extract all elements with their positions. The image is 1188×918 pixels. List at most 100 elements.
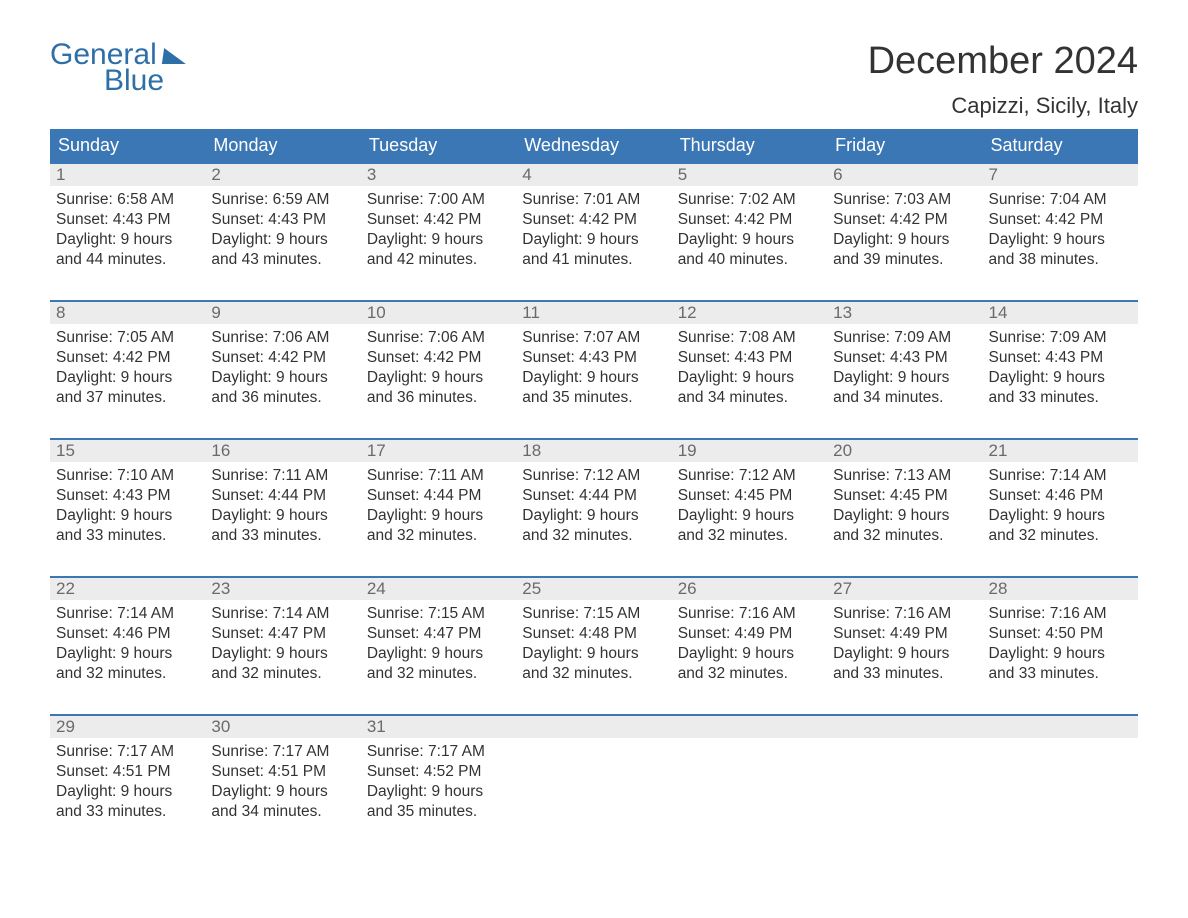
day-d2: and 36 minutes. (211, 388, 354, 408)
day-sunrise: Sunrise: 7:10 AM (56, 466, 199, 486)
day-number: 3 (361, 164, 516, 186)
day-sunset: Sunset: 4:44 PM (522, 486, 665, 506)
day-body (983, 738, 1138, 746)
day-sunset: Sunset: 4:42 PM (56, 348, 199, 368)
day-d1: Daylight: 9 hours (678, 230, 821, 250)
day-cell (516, 716, 671, 834)
day-sunrise: Sunrise: 7:09 AM (833, 328, 976, 348)
day-d2: and 33 minutes. (989, 388, 1132, 408)
day-number: 18 (516, 440, 671, 462)
day-number: 29 (50, 716, 205, 738)
day-d2: and 36 minutes. (367, 388, 510, 408)
day-body: Sunrise: 7:14 AMSunset: 4:46 PMDaylight:… (50, 600, 205, 689)
day-number: 15 (50, 440, 205, 462)
day-body: Sunrise: 7:13 AMSunset: 4:45 PMDaylight:… (827, 462, 982, 551)
day-d1: Daylight: 9 hours (211, 506, 354, 526)
day-number: 7 (983, 164, 1138, 186)
week-row: 1Sunrise: 6:58 AMSunset: 4:43 PMDaylight… (50, 162, 1138, 282)
day-cell: 4Sunrise: 7:01 AMSunset: 4:42 PMDaylight… (516, 164, 671, 282)
day-sunrise: Sunrise: 7:08 AM (678, 328, 821, 348)
day-d1: Daylight: 9 hours (678, 644, 821, 664)
day-cell: 22Sunrise: 7:14 AMSunset: 4:46 PMDayligh… (50, 578, 205, 696)
day-d2: and 33 minutes. (211, 526, 354, 546)
day-sunset: Sunset: 4:44 PM (211, 486, 354, 506)
day-cell: 13Sunrise: 7:09 AMSunset: 4:43 PMDayligh… (827, 302, 982, 420)
calendar: Sunday Monday Tuesday Wednesday Thursday… (50, 129, 1138, 834)
day-sunset: Sunset: 4:43 PM (211, 210, 354, 230)
day-d2: and 32 minutes. (522, 526, 665, 546)
day-cell: 14Sunrise: 7:09 AMSunset: 4:43 PMDayligh… (983, 302, 1138, 420)
day-number: 1 (50, 164, 205, 186)
day-sunrise: Sunrise: 7:05 AM (56, 328, 199, 348)
brand-line2: Blue (104, 66, 187, 96)
day-cell: 25Sunrise: 7:15 AMSunset: 4:48 PMDayligh… (516, 578, 671, 696)
day-sunrise: Sunrise: 7:14 AM (989, 466, 1132, 486)
day-sunset: Sunset: 4:47 PM (367, 624, 510, 644)
day-d1: Daylight: 9 hours (56, 782, 199, 802)
day-d2: and 32 minutes. (522, 664, 665, 684)
day-sunrise: Sunrise: 7:13 AM (833, 466, 976, 486)
day-body: Sunrise: 7:00 AMSunset: 4:42 PMDaylight:… (361, 186, 516, 275)
day-sunset: Sunset: 4:51 PM (211, 762, 354, 782)
day-sunset: Sunset: 4:52 PM (367, 762, 510, 782)
day-number (827, 716, 982, 738)
day-sunrise: Sunrise: 7:16 AM (678, 604, 821, 624)
day-sunset: Sunset: 4:42 PM (522, 210, 665, 230)
day-cell: 11Sunrise: 7:07 AMSunset: 4:43 PMDayligh… (516, 302, 671, 420)
day-cell: 19Sunrise: 7:12 AMSunset: 4:45 PMDayligh… (672, 440, 827, 558)
day-header: Wednesday (516, 129, 671, 162)
day-d1: Daylight: 9 hours (522, 230, 665, 250)
day-sunset: Sunset: 4:42 PM (989, 210, 1132, 230)
day-body: Sunrise: 7:12 AMSunset: 4:44 PMDaylight:… (516, 462, 671, 551)
day-d1: Daylight: 9 hours (56, 230, 199, 250)
day-d2: and 35 minutes. (367, 802, 510, 822)
day-d2: and 40 minutes. (678, 250, 821, 270)
title-block: December 2024 Capizzi, Sicily, Italy (868, 40, 1138, 119)
day-sunrise: Sunrise: 7:16 AM (989, 604, 1132, 624)
sail-icon (162, 48, 188, 64)
day-d2: and 37 minutes. (56, 388, 199, 408)
day-sunrise: Sunrise: 6:59 AM (211, 190, 354, 210)
day-sunset: Sunset: 4:42 PM (367, 348, 510, 368)
day-number: 13 (827, 302, 982, 324)
day-cell: 2Sunrise: 6:59 AMSunset: 4:43 PMDaylight… (205, 164, 360, 282)
day-sunset: Sunset: 4:46 PM (989, 486, 1132, 506)
day-number: 17 (361, 440, 516, 462)
day-d2: and 32 minutes. (833, 526, 976, 546)
day-cell: 29Sunrise: 7:17 AMSunset: 4:51 PMDayligh… (50, 716, 205, 834)
day-number: 21 (983, 440, 1138, 462)
day-d1: Daylight: 9 hours (833, 644, 976, 664)
day-number: 28 (983, 578, 1138, 600)
day-d1: Daylight: 9 hours (522, 368, 665, 388)
day-body: Sunrise: 7:15 AMSunset: 4:47 PMDaylight:… (361, 600, 516, 689)
day-body: Sunrise: 7:15 AMSunset: 4:48 PMDaylight:… (516, 600, 671, 689)
day-body: Sunrise: 7:09 AMSunset: 4:43 PMDaylight:… (983, 324, 1138, 413)
day-sunrise: Sunrise: 7:14 AM (211, 604, 354, 624)
day-sunrise: Sunrise: 7:07 AM (522, 328, 665, 348)
day-body: Sunrise: 7:17 AMSunset: 4:52 PMDaylight:… (361, 738, 516, 827)
day-cell: 5Sunrise: 7:02 AMSunset: 4:42 PMDaylight… (672, 164, 827, 282)
day-d1: Daylight: 9 hours (211, 644, 354, 664)
day-number: 8 (50, 302, 205, 324)
day-d2: and 34 minutes. (678, 388, 821, 408)
day-number: 14 (983, 302, 1138, 324)
day-cell (672, 716, 827, 834)
day-number: 16 (205, 440, 360, 462)
day-d2: and 35 minutes. (522, 388, 665, 408)
day-sunrise: Sunrise: 7:17 AM (367, 742, 510, 762)
day-cell: 18Sunrise: 7:12 AMSunset: 4:44 PMDayligh… (516, 440, 671, 558)
day-number: 19 (672, 440, 827, 462)
day-number: 9 (205, 302, 360, 324)
day-d1: Daylight: 9 hours (833, 368, 976, 388)
day-d2: and 32 minutes. (56, 664, 199, 684)
day-d1: Daylight: 9 hours (833, 506, 976, 526)
day-cell: 23Sunrise: 7:14 AMSunset: 4:47 PMDayligh… (205, 578, 360, 696)
day-sunrise: Sunrise: 7:09 AM (989, 328, 1132, 348)
day-header: Tuesday (361, 129, 516, 162)
day-d2: and 33 minutes. (56, 526, 199, 546)
day-body: Sunrise: 7:10 AMSunset: 4:43 PMDaylight:… (50, 462, 205, 551)
day-sunrise: Sunrise: 7:06 AM (367, 328, 510, 348)
day-d1: Daylight: 9 hours (211, 782, 354, 802)
day-number: 5 (672, 164, 827, 186)
day-header: Saturday (983, 129, 1138, 162)
